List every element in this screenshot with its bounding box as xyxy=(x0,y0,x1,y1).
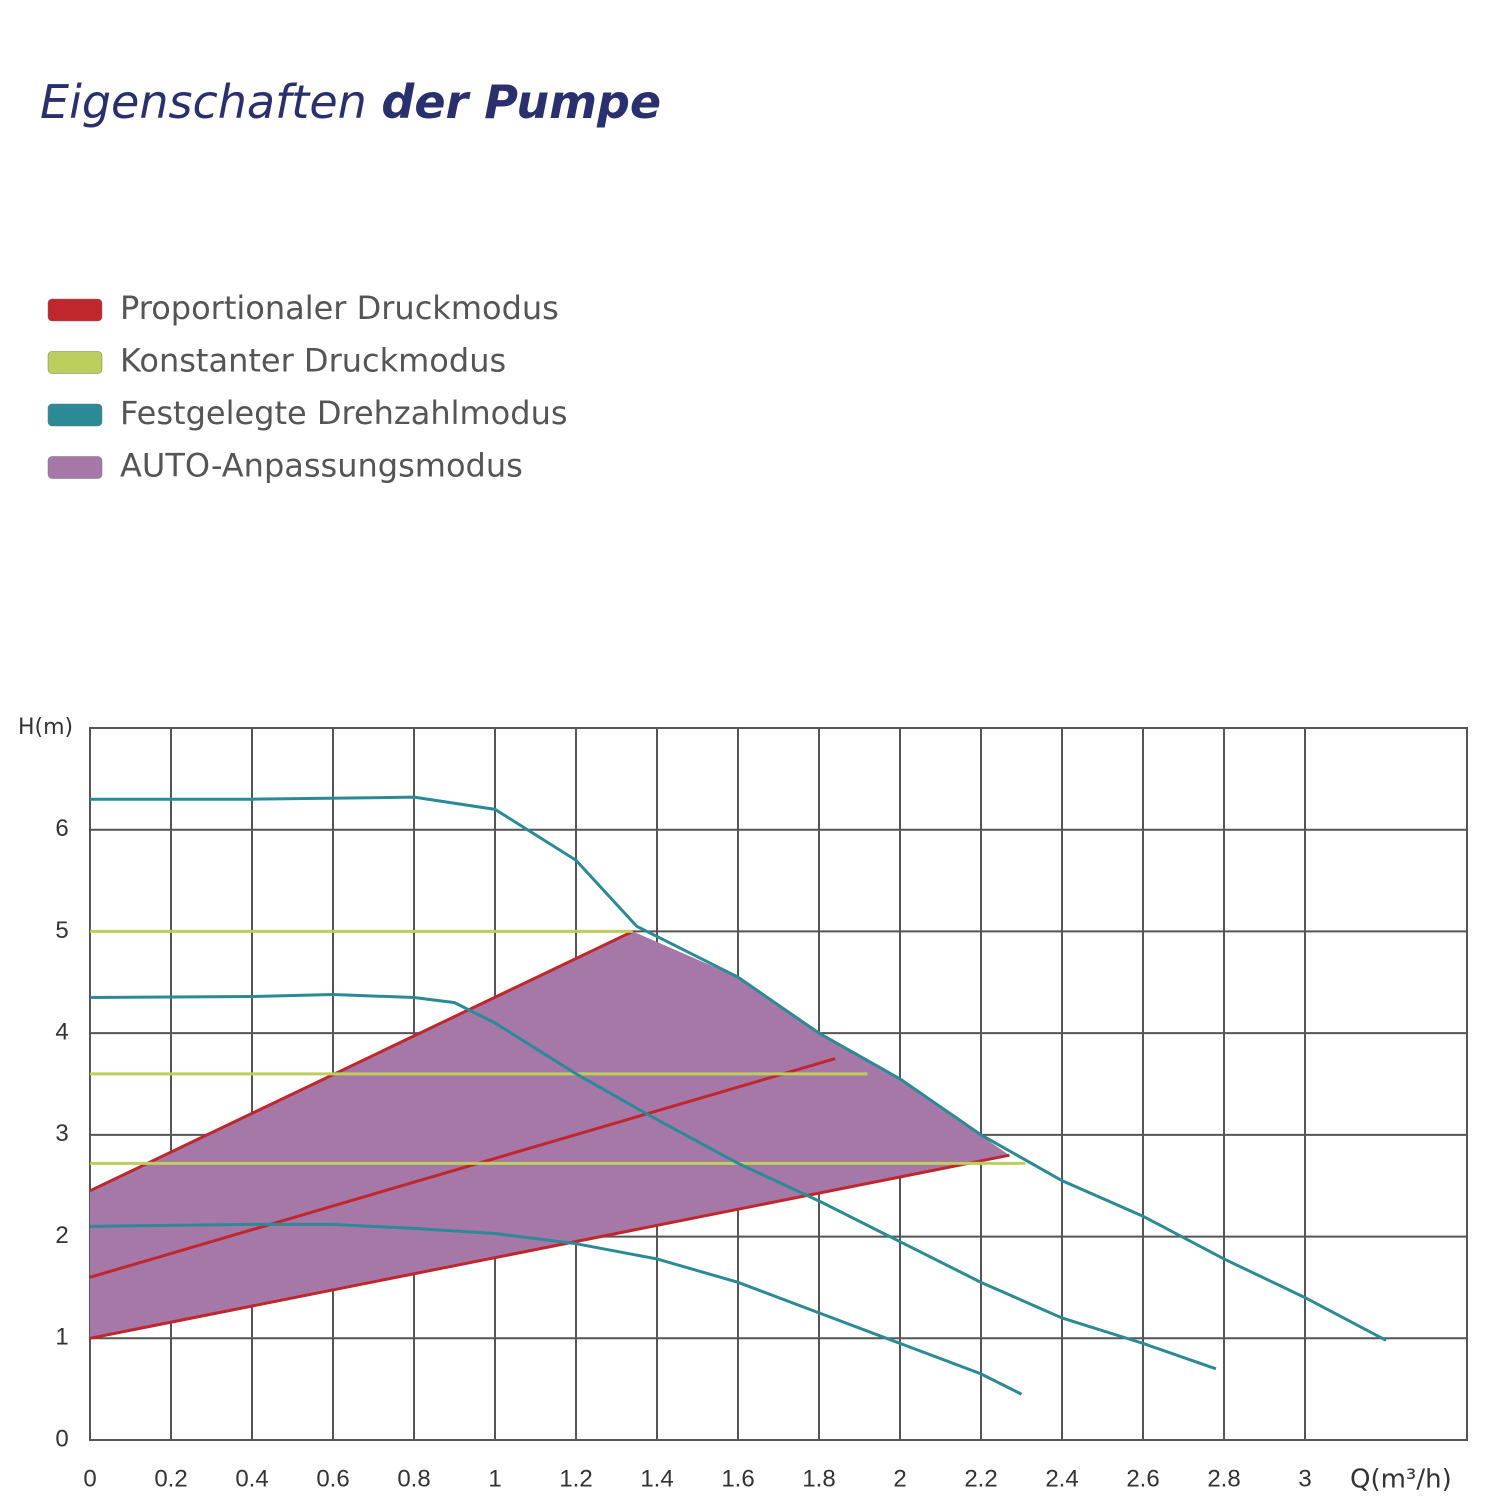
x-tick-label: 2.6 xyxy=(1126,1465,1159,1492)
x-tick-label: 0.4 xyxy=(235,1465,268,1492)
legend-swatch xyxy=(47,298,103,322)
legend-label: Konstanter Druckmodus xyxy=(120,342,506,380)
x-tick-label: 1.4 xyxy=(640,1465,673,1492)
x-tick-label: 0.6 xyxy=(316,1465,349,1492)
chart-title: Eigenschaften der Pumpe xyxy=(40,75,661,129)
x-tick-label: 1.8 xyxy=(802,1465,835,1492)
curve xyxy=(90,795,1387,1342)
y-tick-label: 1 xyxy=(55,1324,68,1351)
x-tick-label: 0.8 xyxy=(397,1465,430,1492)
legend-label: AUTO-Anpassungsmodus xyxy=(120,447,523,485)
x-tick-label: 1 xyxy=(488,1465,501,1492)
legend-label: Festgelegte Drehzahlmodus xyxy=(120,394,568,432)
x-tick-label: 3 xyxy=(1298,1465,1311,1492)
curve xyxy=(89,1153,1010,1340)
x-tick-label: 1.2 xyxy=(559,1465,592,1492)
y-tick-label: 5 xyxy=(55,917,68,944)
title-part: Eigenschaften xyxy=(40,75,367,129)
x-axis-label: Q(m³/h) xyxy=(1350,1465,1452,1495)
y-axis-label: H(m) xyxy=(18,715,73,740)
curve xyxy=(89,1222,1023,1396)
y-tick-label: 2 xyxy=(55,1222,68,1249)
curve xyxy=(89,930,634,1193)
x-tick-label: 2.8 xyxy=(1207,1465,1240,1492)
x-tick-label: 2.4 xyxy=(1045,1465,1078,1492)
x-tick-label: 2 xyxy=(893,1465,906,1492)
curve xyxy=(89,992,1217,1371)
x-tick-label: 0 xyxy=(83,1465,96,1492)
curve xyxy=(89,1057,836,1279)
title-part: der Pumpe xyxy=(381,75,661,129)
x-tick-label: 2.2 xyxy=(964,1465,997,1492)
x-tick-label: 0.2 xyxy=(154,1465,187,1492)
y-tick-label: 6 xyxy=(55,815,68,842)
legend-label: Proportionaler Druckmodus xyxy=(120,289,559,327)
y-tick-label: 4 xyxy=(55,1018,68,1045)
legend-swatch xyxy=(47,456,103,479)
y-tick-label: 3 xyxy=(55,1120,68,1147)
x-tick-label: 1.6 xyxy=(721,1465,754,1492)
legend-swatch xyxy=(47,403,103,427)
y-tick-label: 0 xyxy=(55,1425,68,1452)
auto-area xyxy=(90,931,1010,1339)
legend-swatch xyxy=(47,351,103,374)
